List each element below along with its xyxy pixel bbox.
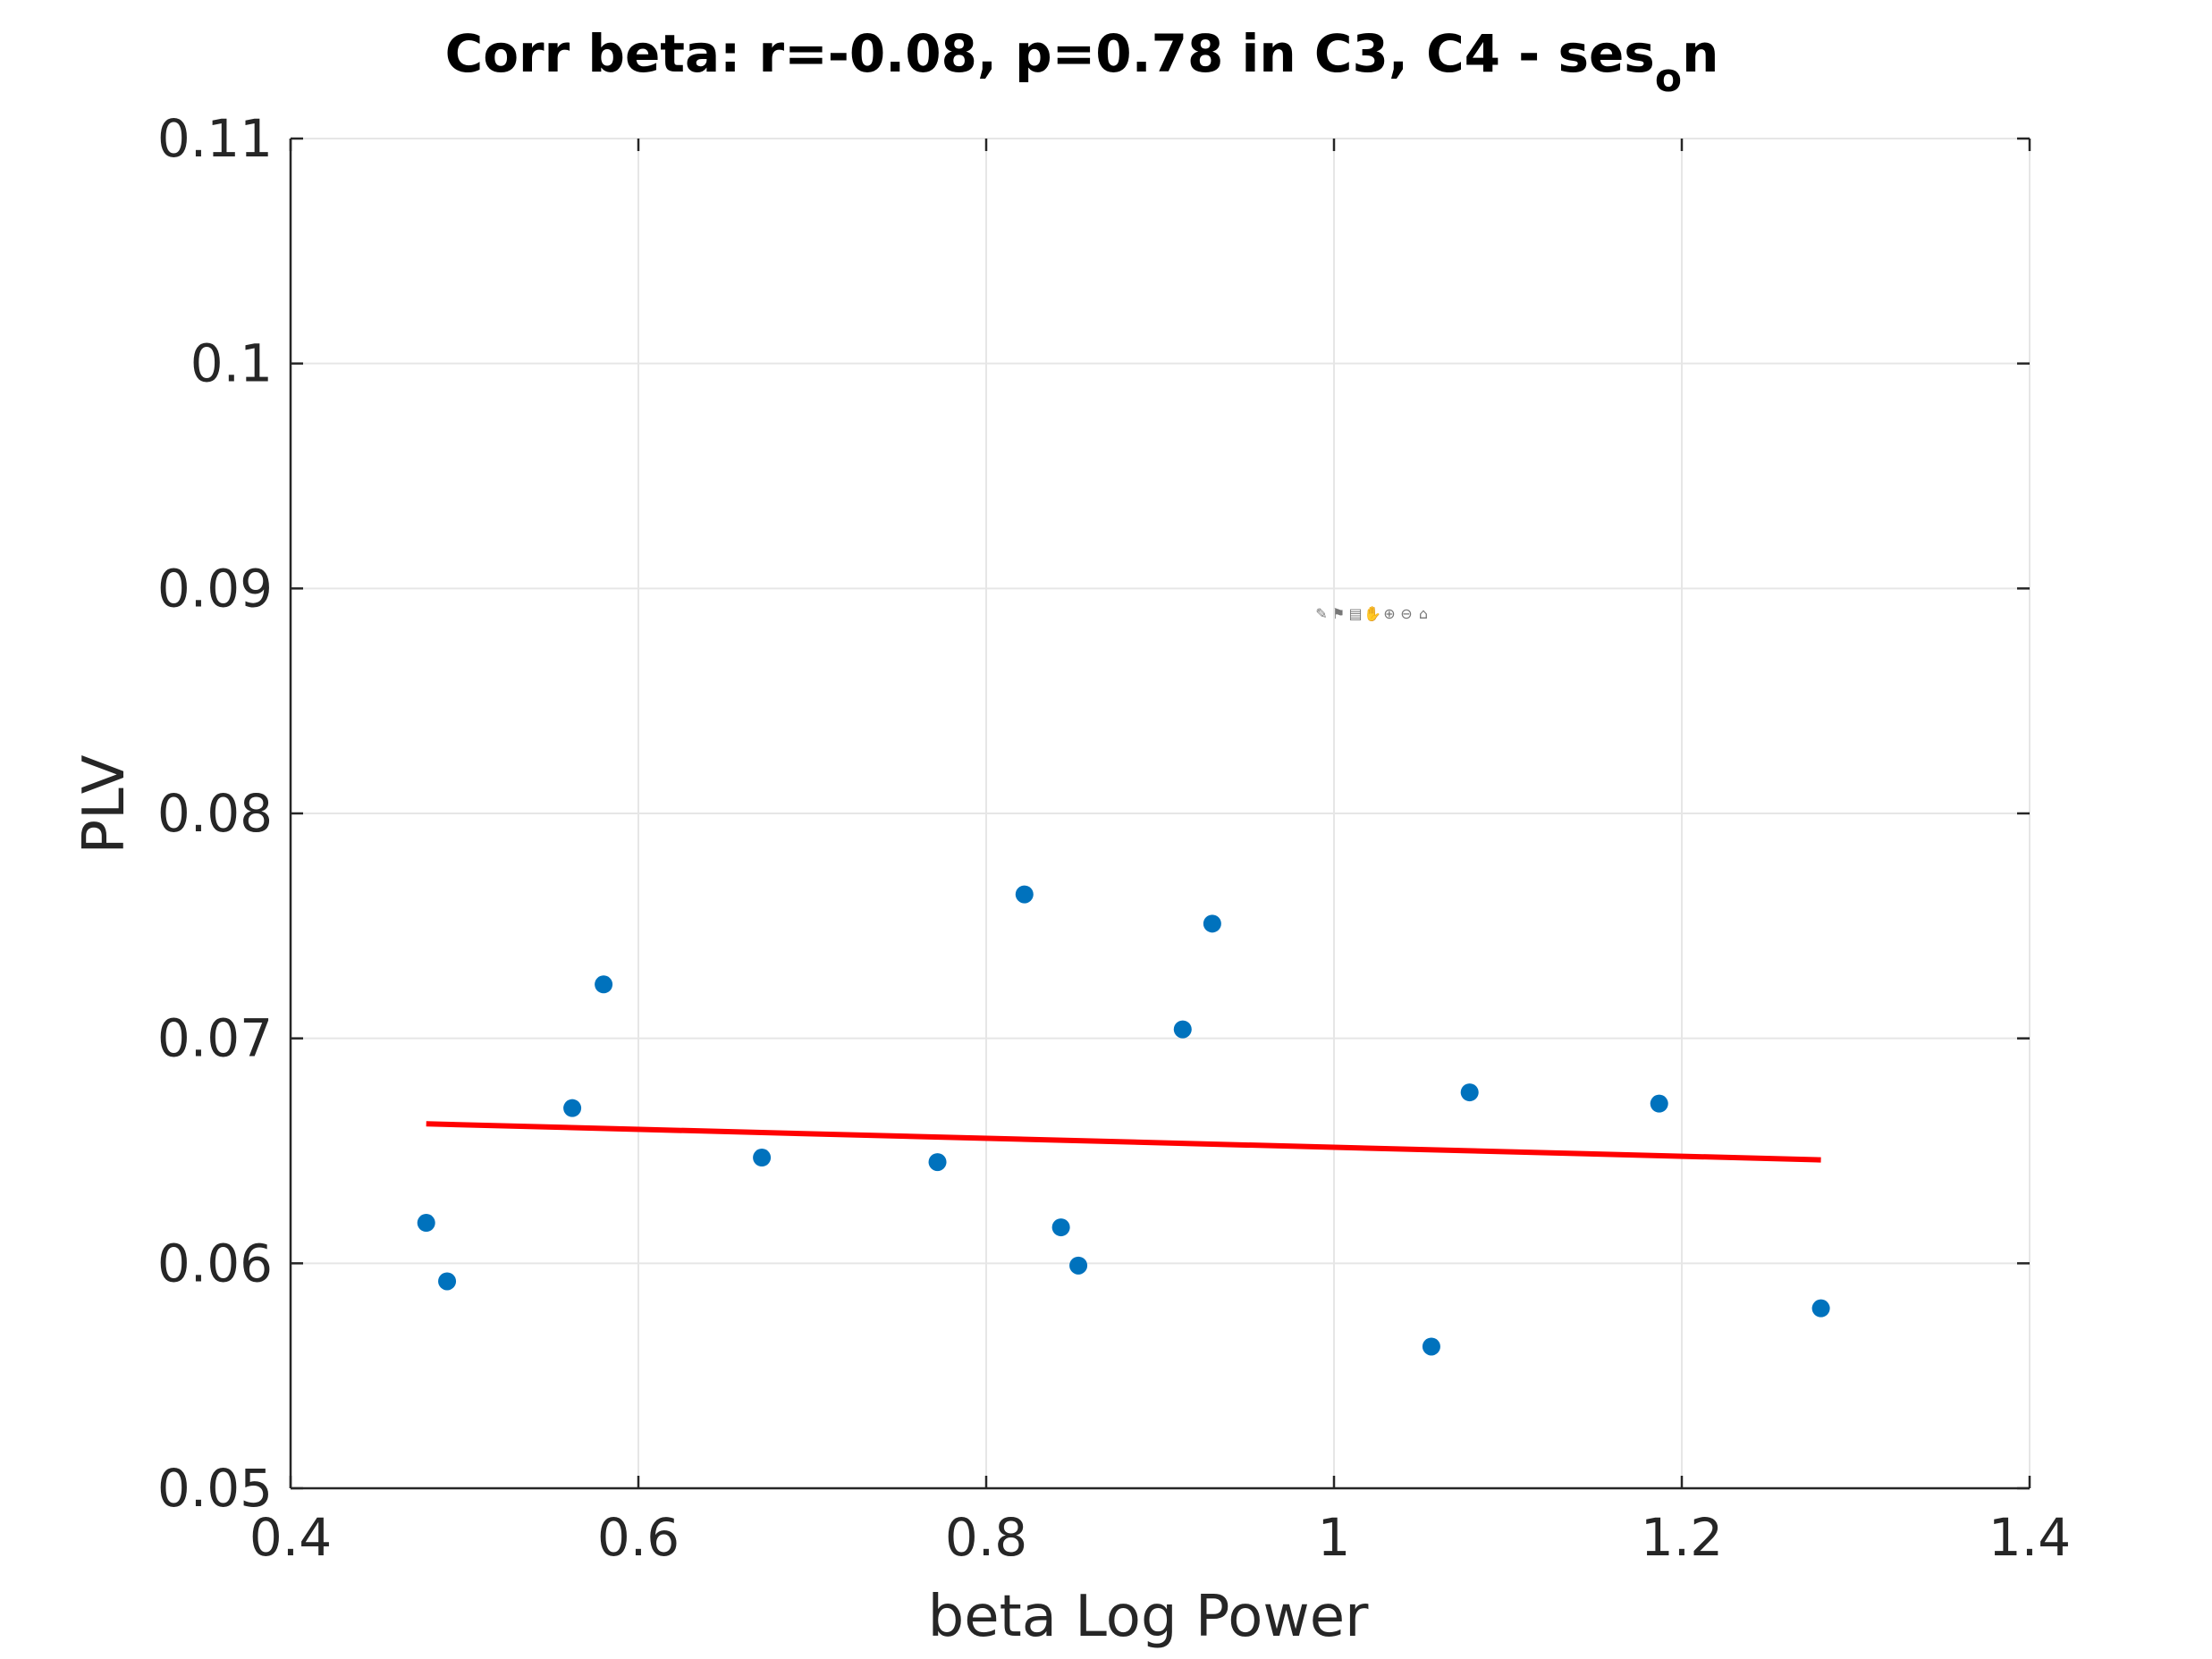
x-axis-label: beta Log Power [928,1584,1370,1650]
y-tick-label: 0.09 [157,558,273,619]
grid [290,138,2030,1489]
data-point [753,1149,772,1167]
x-tick-label: 1.2 [1641,1507,1723,1568]
x-tick-label: 1 [1318,1507,1351,1568]
data-point [1015,885,1034,904]
y-tick-label: 0.11 [157,108,273,169]
x-tick-label: 0.4 [249,1507,332,1568]
y-tick-label: 0.08 [157,783,273,844]
data-point [1422,1337,1440,1356]
y-tick-label: 0.06 [157,1233,273,1293]
x-tick-label: 0.8 [945,1507,1027,1568]
data-point [1069,1256,1088,1275]
data-point [1051,1218,1070,1237]
data-point [417,1214,435,1233]
data-point [563,1099,582,1117]
x-tick-label: 0.6 [597,1507,680,1568]
pan-icon[interactable]: ✋ [1364,605,1381,622]
datatip-icon[interactable]: ⚑ [1332,605,1345,622]
brush-icon[interactable]: ✎ [1315,605,1327,622]
axes [289,137,2031,1490]
data-point [438,1272,457,1291]
data-point [1811,1299,1830,1318]
x-tick-label: 1.4 [1988,1507,2071,1568]
data-point [928,1153,947,1172]
regression-line [426,1121,1821,1163]
chart-title-main: Corr beta: r=-0.08, p=0.78 in C3, C4 - s… [445,23,1655,84]
data-point [1173,1020,1192,1039]
data-point [1460,1083,1479,1102]
y-axis-label: PLV [72,754,138,854]
data-point [595,975,613,994]
axes-toolbar[interactable]: ✎ ⚑ ▤ ✋ ⊕ ⊖ ⌂ [1315,605,1428,622]
data-point [1203,914,1221,933]
y-tick-label: 0.05 [157,1458,273,1519]
home-icon[interactable]: ⌂ [1419,605,1428,622]
chart-title: Corr beta: r=-0.08, p=0.78 in C3, C4 - s… [445,23,1719,101]
y-tick-label: 0.1 [190,333,273,394]
data-series [417,885,1830,1356]
export-icon[interactable]: ▤ [1348,605,1362,622]
data-point [1650,1094,1668,1113]
zoom-in-icon[interactable]: ⊕ [1383,605,1395,622]
tick-labels: 0.4 0.6 0.8 1 1.2 1.4 0.05 0.06 0.07 0.08 0.09 0.1 0… [157,108,2071,1568]
y-tick-label: 0.07 [157,1008,273,1069]
chart-title-subscript: o [1655,55,1682,101]
zoom-out-icon[interactable]: ⊖ [1400,605,1412,622]
chart-title-suffix: n [1682,23,1718,84]
